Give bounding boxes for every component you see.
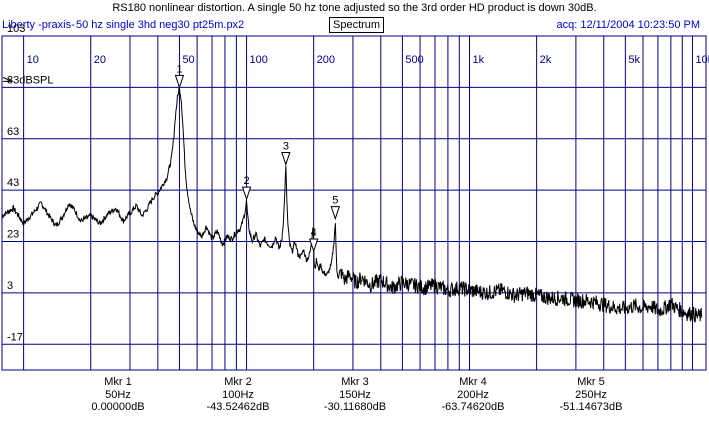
marker-frequency: 100Hz — [222, 388, 254, 401]
x-tick-label: 200 — [317, 54, 335, 66]
marker-level: -51.14673dB — [559, 401, 623, 413]
marker-number: 4 — [311, 227, 317, 239]
grid-layer — [2, 35, 706, 370]
spectrum-mode-button[interactable]: Spectrum — [329, 17, 385, 33]
plot-frame — [1, 35, 707, 371]
y-tick-label: 83dBSPL — [7, 74, 53, 86]
brand-label: Liberty -praxis- — [2, 19, 75, 31]
marker-triangle — [330, 206, 340, 221]
marker-frequency: 200Hz — [457, 388, 489, 401]
y-tick-label: 3 — [7, 280, 13, 292]
y-tick-label: 23 — [7, 229, 19, 241]
x-tick-label: 1k — [473, 54, 485, 66]
x-tick-label: 100 — [250, 54, 268, 66]
marker-level: -43.52462dB — [206, 401, 270, 413]
marker-name: Mkr 3 — [341, 376, 369, 388]
chart-caption: RS180 nonlinear distortion. A single 50 … — [112, 2, 597, 14]
spectrum-trace — [1, 86, 703, 323]
y-tick-label: 103 — [7, 23, 25, 35]
marker-level: -30.11680dB — [323, 401, 387, 413]
marker-layer: 1 2 3 4 5 — [174, 63, 340, 253]
marker-level: 0.00000dB — [91, 401, 145, 413]
marker-triangle — [281, 151, 291, 167]
marker-number: 5 — [332, 195, 338, 207]
marker-name: Mkr 4 — [459, 376, 487, 388]
x-tick-label: 10k — [695, 54, 709, 66]
marker-name: Mkr 5 — [577, 376, 605, 388]
marker-name: Mkr 2 — [224, 376, 252, 388]
marker-frequency: 250Hz — [575, 388, 607, 401]
x-tick-label: 5k — [628, 54, 640, 66]
marker-readout-2: Mkr 2 100Hz -43.52462dB — [178, 376, 298, 414]
marker-number: 2 — [244, 175, 250, 187]
y-tick-label: -17 — [7, 331, 23, 343]
marker-frequency: 150Hz — [339, 388, 371, 401]
y-tick-label: 63 — [7, 126, 19, 138]
marker-number: 3 — [283, 140, 289, 152]
x-tick-label: 2k — [540, 54, 552, 66]
marker-readout-5: Mkr 5 250Hz -51.14673dB — [531, 376, 651, 414]
marker-number: 1 — [176, 63, 182, 75]
trace-layer — [1, 86, 703, 323]
marker-triangle — [241, 186, 252, 201]
acquisition-timestamp: acq: 12/11/2004 10:23:50 PM — [556, 19, 700, 31]
file-name: 50 hz single 3hd neg30 pt25m.px2 — [76, 19, 245, 31]
marker-triangle — [308, 238, 319, 253]
x-tick-label: 10 — [27, 54, 39, 66]
x-tick-label: 50 — [182, 54, 194, 66]
marker-level: -63.74620dB — [441, 401, 505, 413]
marker-name: Mkr 1 — [104, 376, 132, 388]
x-tick-label: 20 — [94, 54, 106, 66]
marker-readout-1: Mkr 1 50Hz 0.00000dB — [58, 376, 178, 414]
marker-readout-3: Mkr 3 150Hz -30.11680dB — [295, 376, 415, 414]
marker-triangle — [174, 74, 185, 89]
marker-frequency: 50Hz — [105, 388, 131, 401]
x-tick-label: 500 — [405, 54, 423, 66]
reference-level-pointer — [2, 76, 13, 82]
y-tick-label: 43 — [7, 177, 19, 189]
tick-label-layer: 1020501002005001k2k5k10k10383dBSPL634323… — [2, 23, 709, 343]
marker-readout-4: Mkr 4 200Hz -63.74620dB — [413, 376, 533, 414]
